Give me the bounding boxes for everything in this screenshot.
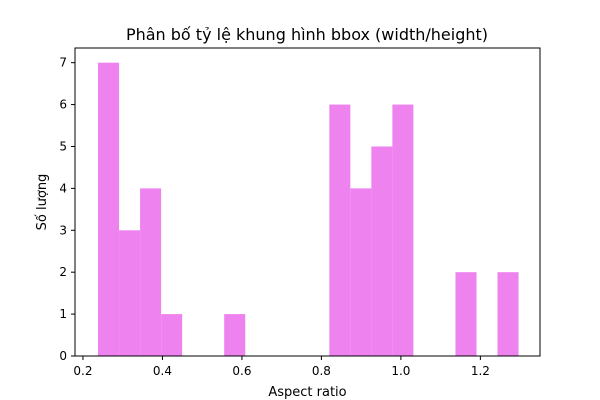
y-tick-label: 5 xyxy=(59,139,67,153)
histogram-bar xyxy=(119,230,141,356)
histogram-bar xyxy=(329,104,351,356)
plot-frame xyxy=(74,47,541,357)
histogram-bar xyxy=(350,188,372,356)
x-tick-label: 0.8 xyxy=(312,364,331,378)
y-tick-label: 0 xyxy=(59,349,67,363)
histogram-bar xyxy=(371,146,393,356)
y-tick-label: 1 xyxy=(59,307,67,321)
histogram-bar xyxy=(98,62,120,357)
y-tick-label: 3 xyxy=(59,223,67,237)
histogram-bar xyxy=(224,314,246,356)
x-tick-label: 1.2 xyxy=(471,364,490,378)
x-axis-ticks: 0.2 0.4 0.6 0.8 1.0 1.2 xyxy=(73,356,490,378)
y-tick-label: 2 xyxy=(59,265,67,279)
x-axis-label: Aspect ratio xyxy=(268,385,346,400)
histogram-bar xyxy=(161,314,183,356)
x-tick-label: 0.6 xyxy=(232,364,251,378)
y-axis-ticks: 0 1 2 3 4 5 6 7 xyxy=(59,56,75,363)
y-axis-label: Số lượng xyxy=(35,174,50,231)
y-tick-label: 7 xyxy=(59,56,67,70)
chart-title: Phân bố tỷ lệ khung hình bbox (width/hei… xyxy=(126,25,488,44)
histogram-bar xyxy=(497,272,519,356)
x-tick-label: 0.4 xyxy=(153,364,172,378)
histogram-bar xyxy=(455,272,477,356)
bars-group xyxy=(98,62,519,357)
y-tick-label: 4 xyxy=(59,181,67,195)
histogram-bar xyxy=(140,188,162,356)
x-tick-label: 1.0 xyxy=(391,364,410,378)
x-tick-label: 0.2 xyxy=(73,364,92,378)
y-tick-label: 6 xyxy=(59,98,67,112)
histogram-bar xyxy=(392,104,414,356)
